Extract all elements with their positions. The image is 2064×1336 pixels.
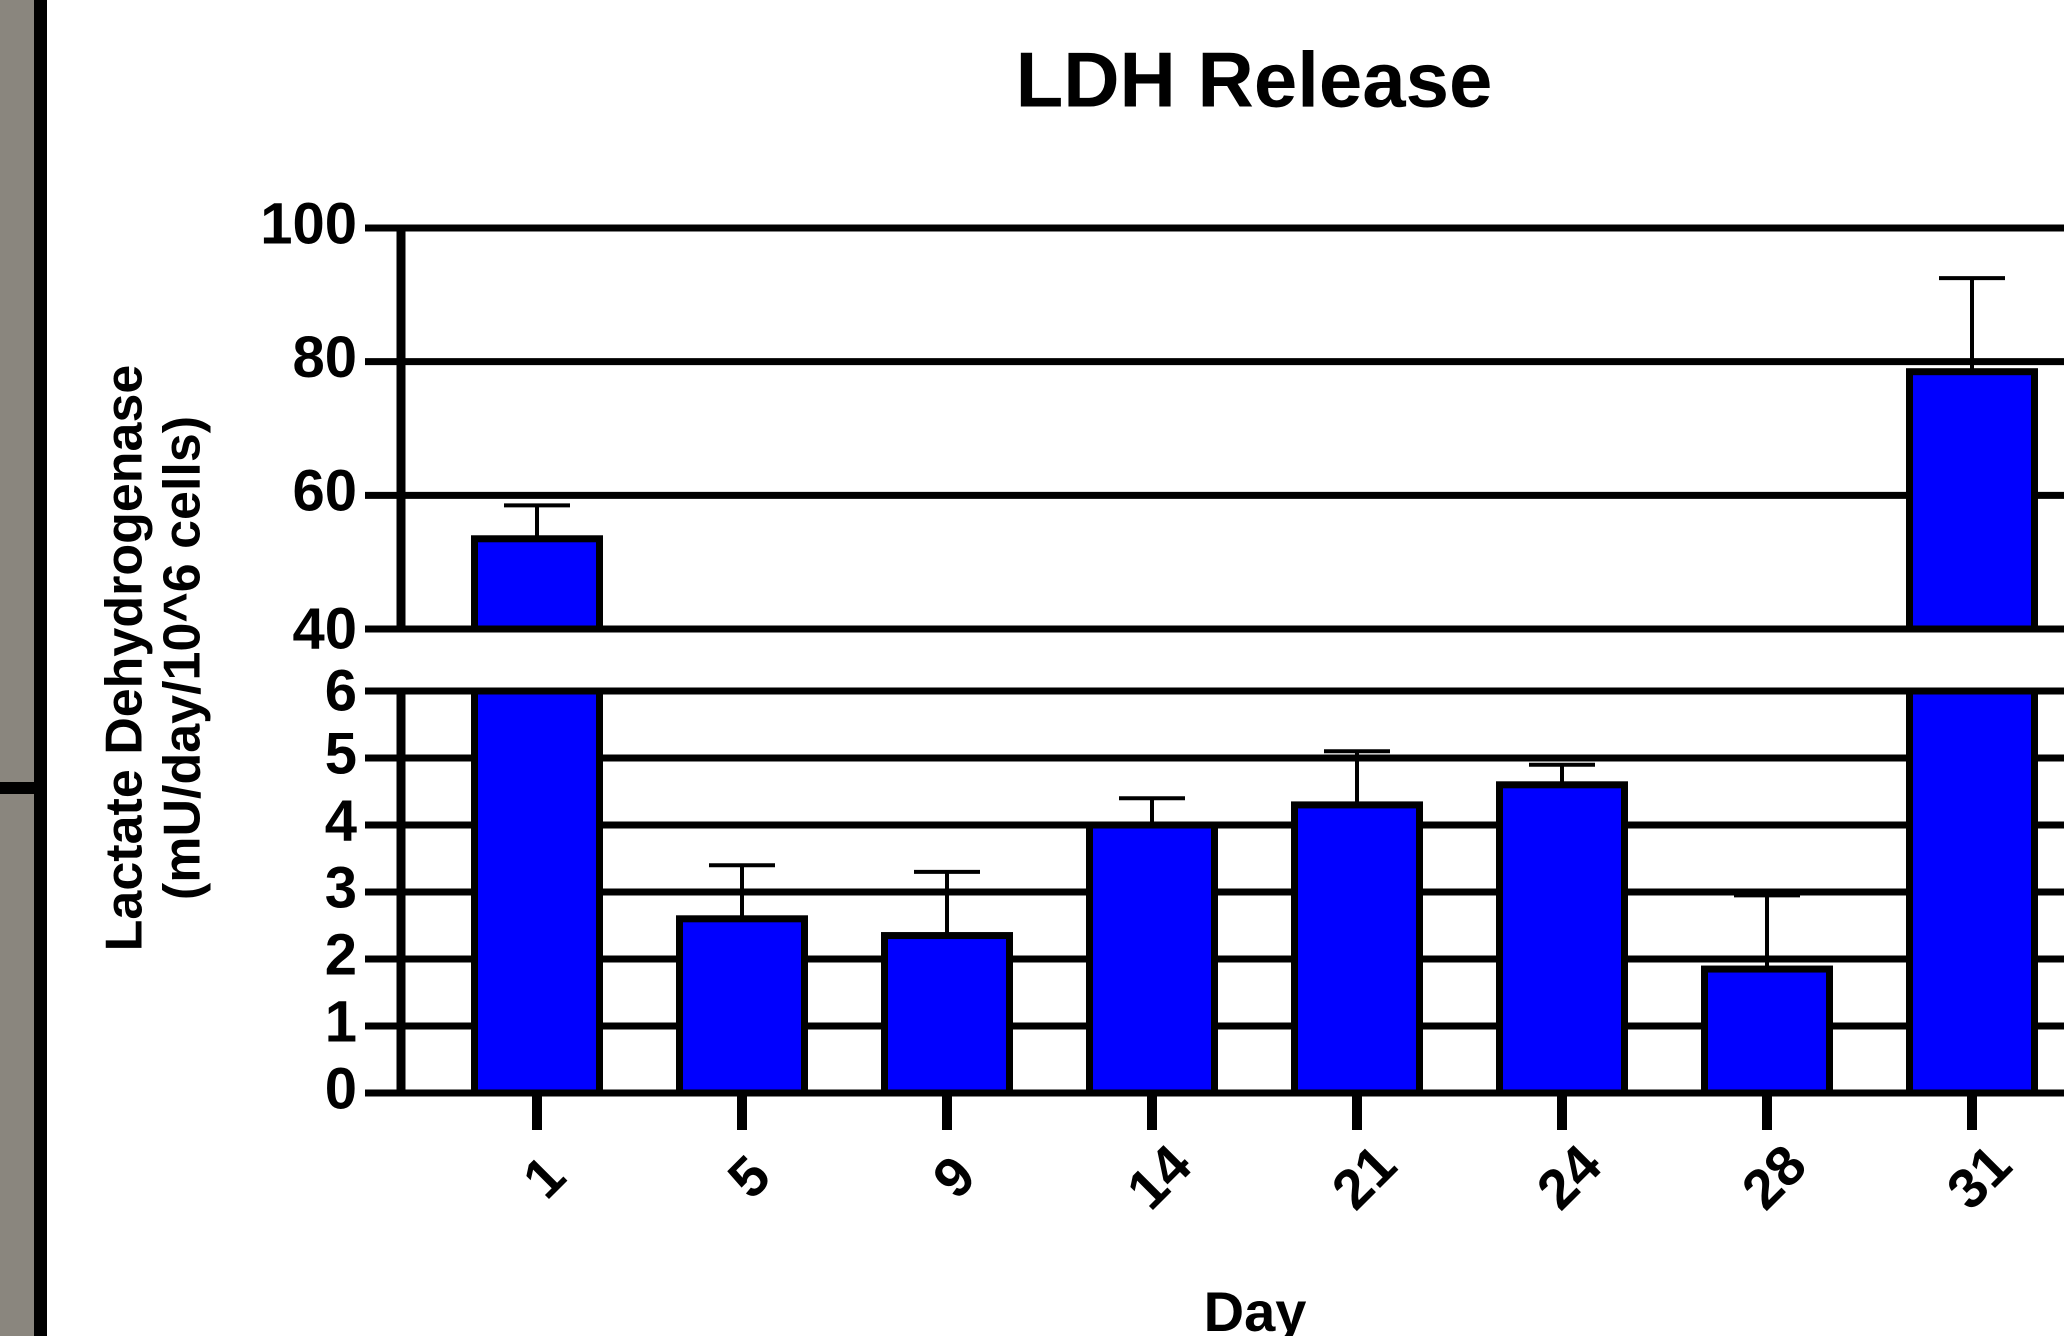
bar-upper [1906, 368, 2038, 633]
bar [1496, 781, 1628, 1097]
x-tick-label: 28 [1729, 1132, 1818, 1221]
x-tick-label: 21 [1319, 1132, 1408, 1221]
bar-lower [471, 687, 603, 1097]
y-tick-label: 60 [292, 459, 357, 524]
x-tick-label: 31 [1934, 1132, 2023, 1221]
x-tick-label: 5 [715, 1143, 782, 1210]
bar [1701, 965, 1833, 1097]
y-tick-label: 0 [325, 1056, 357, 1121]
side-border [34, 0, 47, 1336]
y-tick-label: 5 [325, 721, 357, 786]
y-axis-label: Lactate Dehydrogenase [96, 365, 154, 952]
y-tick-label: 40 [292, 596, 357, 661]
y-tick-label: 2 [325, 922, 357, 987]
y-tick-label: 6 [325, 658, 357, 723]
bar [1291, 801, 1423, 1097]
side-divider [0, 782, 34, 794]
x-tick-label: 9 [920, 1143, 987, 1210]
y-tick-label: 100 [260, 191, 357, 256]
side-photo [0, 0, 34, 1336]
x-tick-label: 1 [510, 1143, 577, 1210]
y-tick-label: 4 [325, 788, 357, 853]
bar [881, 932, 1013, 1097]
y-axis-label: (mU/day/10^6 cells) [154, 416, 212, 900]
x-axis-label: Day [1204, 1280, 1307, 1336]
y-tick-label: 1 [325, 989, 357, 1054]
x-tick-label: 24 [1524, 1132, 1613, 1221]
chart-title: LDH Release [1016, 36, 1493, 124]
bar [1086, 821, 1218, 1097]
bar-upper [471, 535, 603, 633]
y-tick-label: 80 [292, 325, 357, 390]
x-tick-label: 14 [1114, 1132, 1203, 1221]
bar [676, 915, 808, 1097]
y-tick-label: 3 [325, 855, 357, 920]
bar-lower [1906, 687, 2038, 1097]
